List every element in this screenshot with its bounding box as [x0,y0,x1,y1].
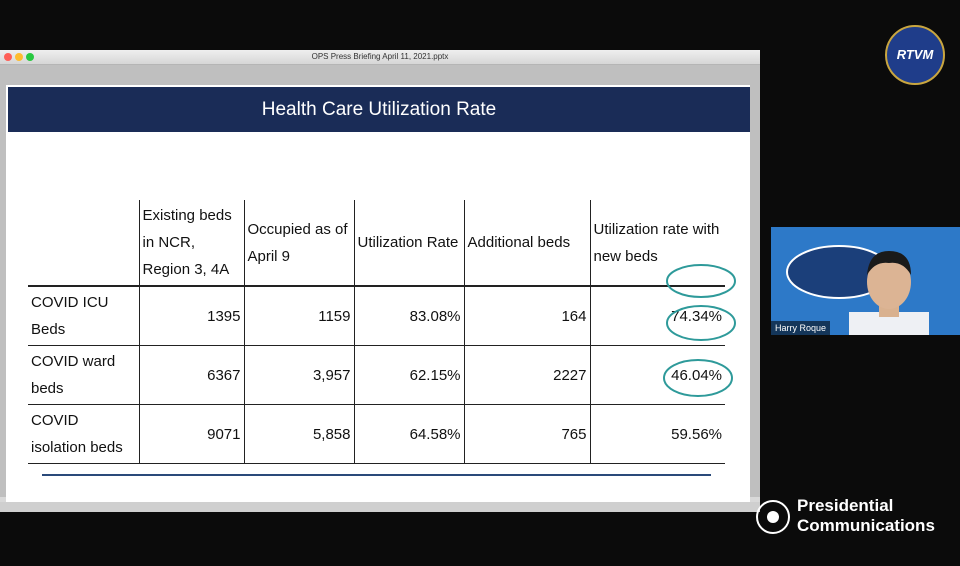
title-bar: OPS Press Briefing April 11, 2021.pptx [0,50,760,65]
row-label: COVID ICU Beds [28,286,140,346]
table-cell: 59.56% [589,404,725,464]
header-cell [28,200,140,287]
divider-line [42,474,711,476]
table-row: COVID ICU Beds 1395 1159 83.08% 164 74.34% [28,286,725,346]
seal-center [767,511,779,523]
pcoo-seal [756,500,790,534]
table-cell: 6367 [138,345,245,405]
header-cell: Existing beds in NCR, Region 3, 4A [138,200,245,287]
header-row: Existing beds in NCR, Region 3, 4A Occupi… [28,200,725,287]
brand-line: Communications [797,516,935,535]
shirt [849,312,929,335]
table-cell: 83.08% [353,286,465,346]
circle-mark [666,264,736,298]
hair [867,251,911,275]
table-cell: 2227 [463,345,591,405]
app-window: OPS Press Briefing April 11, 2021.pptx H… [0,50,760,512]
table-cell: 765 [463,404,591,464]
table-cell: 62.15% [353,345,465,405]
header-cell: Utilization Rate [353,200,465,287]
row-label: COVID ward beds [28,345,140,405]
slide-title: Health Care Utilization Rate [8,87,750,132]
table-cell: 74.34% [589,286,725,346]
table-cell: 1395 [138,286,245,346]
table-body: Existing beds in NCR, Region 3, 4A Occupi… [28,200,725,464]
table-row: COVID isolation beds 9071 5,858 64.58% 765 59… [28,404,725,464]
row-label: COVID isolation beds [28,404,140,464]
video-frame [786,245,929,335]
window-title: OPS Press Briefing April 11, 2021.pptx [311,52,449,61]
circle-mark [663,359,733,397]
brand-line: Presidential [797,496,894,515]
header-cell: Utilization rate with new beds [589,200,725,287]
circle-mark [666,305,736,341]
table-cell: 64.58% [353,404,465,464]
participant-video[interactable]: Harry Roque [771,227,960,335]
table-cell: 164 [463,286,591,346]
participant-name: Harry Roque [771,321,831,335]
face [867,255,911,309]
slide-area: Health Care Utilization Rate Existing be… [0,65,760,505]
minimize-button[interactable] [15,53,23,61]
seal-ring [756,500,790,534]
utilization-table: Existing beds in NCR, Region 3, 4A Occupi… [28,200,725,464]
zoom-button[interactable] [26,53,34,61]
status-bar [0,502,760,512]
table-cell: 5,858 [243,404,355,464]
close-button[interactable] [4,53,12,61]
rtvm-logo: RTVM [885,25,945,85]
header-cell: Additional beds [463,200,591,287]
slide: Health Care Utilization Rate Existing be… [6,85,750,505]
header-cell: Occupied as of April 9 [243,200,355,287]
